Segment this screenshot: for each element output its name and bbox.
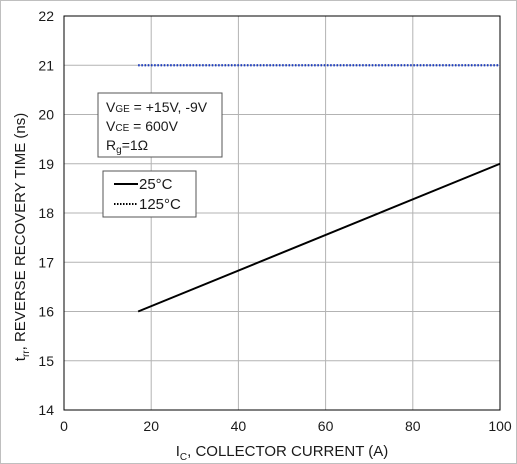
legend-label-25c: 25°C [139, 176, 173, 193]
grid [64, 16, 500, 410]
condition-rg-main: R [106, 137, 116, 153]
series-line-25c [137, 162, 501, 313]
y-tick-label: 18 [38, 205, 54, 221]
series-group [137, 64, 501, 313]
y-tick-label: 16 [38, 304, 54, 320]
x-axis-label-rest: , COLLECTOR CURRENT (A) [187, 443, 388, 460]
condition-vce-sub: CE [115, 123, 129, 134]
y-tick-label: 14 [38, 402, 54, 418]
y-tick-label: 21 [38, 57, 54, 73]
condition-rg: Rg=1Ω [106, 137, 148, 156]
x-tick-label: 60 [318, 418, 334, 434]
x-axis-label-main: I [176, 443, 180, 460]
x-tick-label: 40 [231, 418, 247, 434]
condition-vge-sub: GE [115, 104, 130, 115]
legend-label-125c: 125°C [139, 196, 181, 213]
x-tick-labels: 0 20 40 60 80 100 [60, 418, 512, 434]
x-tick-label: 100 [488, 418, 512, 434]
y-tick-label: 20 [38, 107, 54, 123]
conditions-box: VGE = +15V, -9V VCE = 600V Rg=1Ω [97, 92, 223, 158]
condition-rg-sub: g [116, 145, 122, 156]
condition-vge-rest: = +15V, -9V [130, 99, 208, 115]
condition-vce: VCE = 600V [106, 118, 179, 134]
x-axis-label: IC, COLLECTOR CURRENT (A) [176, 443, 389, 463]
x-tick-label: 80 [405, 418, 421, 434]
y-axis-label: trr, REVERSE RECOVERY TIME (ns) [12, 113, 32, 361]
y-tick-label: 17 [38, 254, 54, 270]
y-axis-label-rest: , REVERSE RECOVERY TIME (ns) [12, 113, 29, 351]
condition-vce-rest: = 600V [129, 118, 178, 134]
y-tick-label: 19 [38, 156, 54, 172]
conditions-box-border [97, 92, 223, 158]
x-tick-label: 20 [143, 418, 159, 434]
condition-vge: VGE = +15V, -9V [106, 99, 208, 115]
y-axis-label-main: t [12, 356, 29, 361]
y-tick-label: 22 [38, 8, 54, 24]
condition-vce-main: V [106, 118, 116, 134]
condition-vge-main: V [106, 99, 116, 115]
x-axis-label-sub: C [180, 452, 187, 463]
y-tick-label: 15 [38, 353, 54, 369]
y-tick-labels: 14 15 16 17 18 19 20 21 22 [38, 8, 54, 418]
legend-border [102, 170, 197, 218]
x-tick-label: 0 [60, 418, 68, 434]
condition-rg-rest: =1Ω [122, 137, 148, 153]
plot-area [63, 15, 501, 411]
legend: 25°C 125°C [102, 170, 197, 218]
y-axis-label-sub: rr [21, 350, 32, 357]
